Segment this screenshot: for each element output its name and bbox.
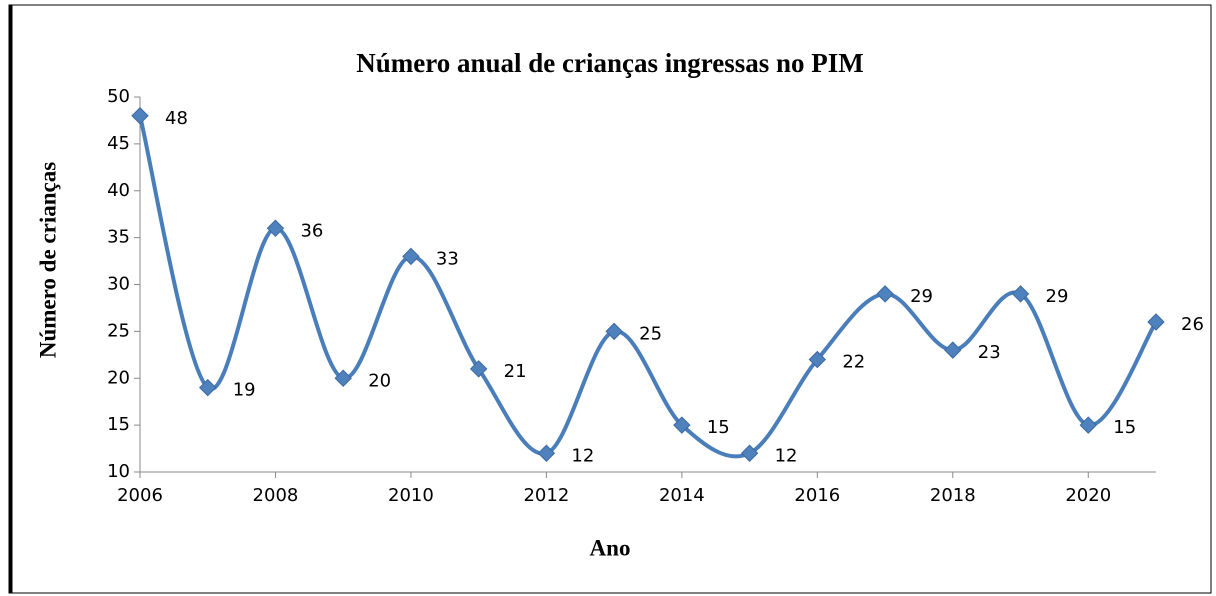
data-label: 25	[639, 323, 662, 344]
y-tick-label: 50	[107, 86, 130, 107]
marker	[876, 285, 894, 303]
marker	[266, 219, 285, 237]
marker	[469, 360, 488, 378]
x-tick-label: 2020	[1065, 485, 1111, 506]
marker	[1079, 416, 1097, 434]
data-label: 15	[1113, 417, 1136, 438]
x-axis-label: Ano	[590, 535, 631, 560]
data-label: 23	[978, 342, 1001, 363]
x-tick-label: 2016	[794, 485, 840, 506]
marker	[1147, 313, 1165, 331]
marker	[673, 416, 691, 434]
marker	[944, 341, 962, 359]
data-label: 12	[775, 445, 798, 466]
x-tick-label: 2018	[930, 485, 976, 506]
y-tick-label: 35	[107, 227, 130, 248]
y-tick-label: 25	[107, 320, 130, 341]
data-label: 20	[368, 370, 391, 391]
y-tick-label: 10	[107, 461, 130, 482]
marker	[131, 107, 149, 125]
x-tick-label: 2008	[253, 485, 299, 506]
data-label: 36	[300, 220, 323, 241]
marker	[537, 444, 556, 462]
x-tick-label: 2010	[388, 485, 434, 506]
data-label: 26	[1181, 314, 1204, 335]
marker	[605, 322, 623, 341]
data-label: 29	[910, 286, 933, 307]
y-tick-label: 20	[107, 367, 130, 388]
frame	[8, 4, 1212, 594]
data-label: 33	[436, 248, 459, 269]
data-label: 19	[233, 380, 256, 401]
data-label: 12	[571, 445, 594, 466]
x-tick-label: 2014	[659, 485, 705, 506]
data-label: 15	[707, 417, 730, 438]
data-label: 22	[842, 352, 865, 373]
marker	[808, 350, 827, 369]
x-tick-label: 2006	[117, 485, 163, 506]
data-label: 21	[504, 361, 527, 382]
marker	[334, 369, 352, 387]
y-axis-label: Número de crianças	[35, 162, 60, 358]
marker	[402, 247, 420, 266]
marker	[740, 444, 759, 462]
data-label: 29	[1046, 286, 1069, 307]
y-tick-label: 40	[107, 180, 130, 201]
x-tick-label: 2012	[523, 485, 569, 506]
y-tick-label: 15	[107, 414, 130, 435]
marker	[199, 378, 217, 397]
y-tick-label: 30	[107, 274, 130, 295]
data-label: 48	[165, 108, 188, 129]
y-tick-label: 45	[107, 133, 130, 154]
marker	[1011, 285, 1030, 303]
chart-title: Número anual de crianças ingressas no PI…	[356, 48, 864, 78]
